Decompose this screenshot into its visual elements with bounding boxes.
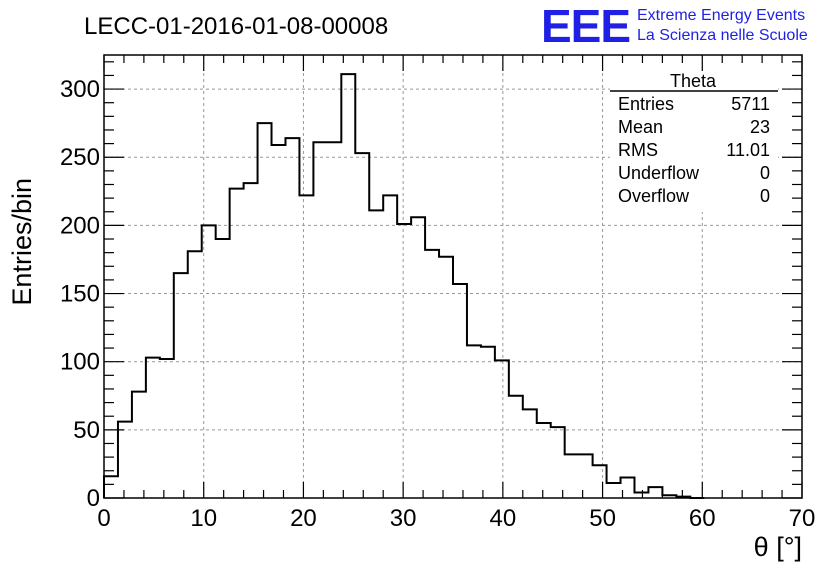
axis-ticks	[103, 55, 803, 499]
stats-row-value: 5711	[731, 94, 770, 114]
stats-box-rows: Entries 5711 Mean 23 RMS 11.01 Underflow 0 Overf…	[618, 94, 770, 206]
y-axis-label: Entries/bin	[7, 178, 37, 306]
histogram-bin	[411, 217, 425, 498]
x-tick-label: 10	[190, 505, 217, 532]
histogram-bin	[369, 210, 383, 498]
stats-row-label: RMS	[618, 140, 658, 160]
y-tick-label: 100	[60, 349, 100, 376]
histogram-bin	[467, 345, 481, 498]
plot-frame	[103, 54, 803, 499]
y-tick-label: 150	[60, 281, 100, 308]
logo-line-2: La Scienza nelle Scuole	[637, 27, 808, 44]
x-tick-label: 20	[290, 505, 317, 532]
stats-row-value: 0	[760, 186, 770, 206]
eee-logo: EEE Extreme Energy Events La Scienza nel…	[541, 0, 808, 52]
histogram-bin	[299, 195, 313, 498]
histogram-bin	[607, 483, 621, 498]
histogram-bin	[132, 392, 146, 498]
histogram-bin	[244, 183, 258, 498]
histogram-bin	[188, 251, 202, 498]
histogram-bin	[495, 360, 509, 498]
histogram-bin	[285, 138, 299, 498]
logo-mark: EEE	[541, 0, 630, 52]
histogram-bin	[355, 153, 369, 498]
histogram-bin	[174, 273, 188, 498]
grid-lines	[104, 55, 802, 498]
y-tick-labels: 0 50 100 150 200 250 300	[60, 76, 100, 512]
histogram-bin	[621, 478, 635, 498]
histogram-bin	[551, 427, 565, 498]
histogram-bin	[313, 142, 327, 498]
histogram-bin	[341, 74, 355, 498]
histogram-bin	[662, 495, 676, 498]
stats-box-title: Theta	[670, 71, 717, 91]
x-tick-label: 40	[490, 505, 517, 532]
histogram-bin	[230, 189, 244, 498]
stats-row-label: Underflow	[618, 163, 700, 183]
histogram-bin	[258, 123, 272, 498]
x-axis-label: θ [°]	[754, 532, 802, 562]
stats-row-label: Mean	[618, 117, 663, 137]
histogram-bin	[593, 465, 607, 498]
stats-row-value: 11.01	[726, 140, 770, 160]
histogram-bin	[327, 142, 341, 498]
stats-row-label: Entries	[618, 94, 674, 114]
histogram-line	[103, 73, 705, 499]
y-tick-label: 200	[60, 212, 100, 239]
stats-box-background	[610, 72, 778, 212]
x-tick-label: 50	[589, 505, 616, 532]
x-tick-labels: 0 10 20 30 40 50 60 70	[97, 505, 815, 532]
histogram-bin	[481, 347, 495, 498]
histogram-bin	[383, 195, 397, 498]
stats-row-label: Overflow	[618, 186, 690, 206]
histogram-bin	[425, 250, 439, 498]
chart-title: LECC-01-2016-01-08-00008	[84, 13, 388, 40]
y-tick-label: 250	[60, 144, 100, 171]
histogram-bin	[523, 409, 537, 498]
histogram-bin	[439, 257, 453, 498]
histogram-bin	[118, 422, 132, 498]
y-tick-label: 300	[60, 76, 100, 103]
histogram-bin	[160, 359, 174, 498]
histogram-bin	[453, 284, 467, 498]
y-tick-label: 50	[73, 417, 100, 444]
histogram-bin	[676, 497, 690, 498]
histogram-bin	[397, 224, 411, 498]
histogram-bin	[202, 225, 216, 498]
histogram-bin	[104, 476, 118, 498]
histogram-bin	[634, 493, 648, 498]
logo-line-1: Extreme Energy Events	[637, 7, 805, 24]
x-tick-label: 70	[789, 505, 816, 532]
y-tick-label: 0	[87, 485, 100, 512]
histogram-bin	[565, 454, 579, 498]
histogram-bin	[579, 454, 593, 498]
histogram-bin	[146, 358, 160, 498]
x-tick-label: 60	[689, 505, 716, 532]
x-tick-label: 30	[390, 505, 417, 532]
histogram-bin	[509, 396, 523, 498]
stats-row-value: 0	[760, 163, 770, 183]
stats-row-value: 23	[750, 117, 770, 137]
histogram-bin	[648, 487, 662, 498]
stats-box: Theta Entries 5711 Mean 23 RMS 11.01 Underflow…	[610, 71, 778, 212]
histogram-bin	[537, 423, 551, 498]
histogram-bin	[216, 239, 230, 498]
x-tick-label: 0	[97, 505, 110, 532]
histogram-bin	[272, 145, 286, 498]
